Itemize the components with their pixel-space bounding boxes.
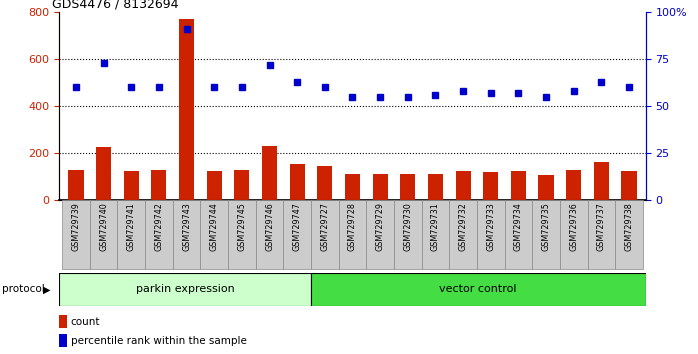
Bar xyxy=(117,200,145,269)
Text: parkin expression: parkin expression xyxy=(135,284,235,295)
Text: GSM729727: GSM729727 xyxy=(320,202,329,251)
Text: GSM729733: GSM729733 xyxy=(487,202,496,251)
Bar xyxy=(511,171,526,200)
Bar xyxy=(200,200,228,269)
Text: GSM729747: GSM729747 xyxy=(292,202,302,251)
Text: GSM729736: GSM729736 xyxy=(570,202,578,251)
Bar xyxy=(566,170,581,200)
Text: GSM729739: GSM729739 xyxy=(71,202,80,251)
Text: ▶: ▶ xyxy=(43,284,51,295)
Bar xyxy=(538,175,554,200)
Bar xyxy=(235,170,249,200)
Text: percentile rank within the sample: percentile rank within the sample xyxy=(70,336,246,346)
Text: GSM729742: GSM729742 xyxy=(154,202,163,251)
Text: GSM729737: GSM729737 xyxy=(597,202,606,251)
Bar xyxy=(422,200,450,269)
Bar xyxy=(59,334,67,347)
Bar xyxy=(151,170,167,200)
Bar xyxy=(373,174,388,200)
Bar xyxy=(505,200,533,269)
Bar xyxy=(124,171,139,200)
Text: GSM729745: GSM729745 xyxy=(237,202,246,251)
Text: GSM729746: GSM729746 xyxy=(265,202,274,251)
Bar xyxy=(594,162,609,200)
Bar xyxy=(615,200,643,269)
Bar xyxy=(59,273,311,306)
Bar xyxy=(290,164,305,200)
Bar xyxy=(560,200,588,269)
Bar xyxy=(145,200,172,269)
Text: GSM729728: GSM729728 xyxy=(348,202,357,251)
Bar xyxy=(345,174,360,200)
Text: GSM729743: GSM729743 xyxy=(182,202,191,251)
Text: GSM729731: GSM729731 xyxy=(431,202,440,251)
Bar xyxy=(283,200,311,269)
Bar xyxy=(621,171,637,200)
Text: protocol: protocol xyxy=(2,284,45,295)
Bar xyxy=(262,146,277,200)
Bar xyxy=(317,166,332,200)
Bar xyxy=(96,147,111,200)
Bar xyxy=(450,200,477,269)
Bar xyxy=(394,200,422,269)
Text: vector control: vector control xyxy=(439,284,517,295)
Bar xyxy=(428,174,443,200)
Bar xyxy=(172,200,200,269)
Bar xyxy=(59,315,67,328)
Text: GSM729732: GSM729732 xyxy=(459,202,468,251)
Bar xyxy=(533,200,560,269)
Text: GSM729730: GSM729730 xyxy=(403,202,413,251)
Bar xyxy=(311,200,339,269)
Bar xyxy=(477,200,505,269)
Bar xyxy=(90,200,117,269)
Bar xyxy=(68,170,84,200)
Bar xyxy=(207,171,222,200)
Text: GDS4476 / 8132694: GDS4476 / 8132694 xyxy=(52,0,179,11)
Text: GSM729744: GSM729744 xyxy=(209,202,218,251)
Text: GSM729735: GSM729735 xyxy=(542,202,551,251)
Text: count: count xyxy=(70,316,100,326)
Bar xyxy=(311,273,646,306)
Bar xyxy=(339,200,366,269)
Bar xyxy=(179,19,194,200)
Bar xyxy=(255,200,283,269)
Text: GSM729740: GSM729740 xyxy=(99,202,108,251)
Bar xyxy=(588,200,615,269)
Bar xyxy=(483,172,498,200)
Bar xyxy=(62,200,90,269)
Bar xyxy=(366,200,394,269)
Text: GSM729738: GSM729738 xyxy=(625,202,634,251)
Bar xyxy=(228,200,255,269)
Bar xyxy=(456,171,470,200)
Bar xyxy=(400,174,415,200)
Text: GSM729729: GSM729729 xyxy=(376,202,385,251)
Text: GSM729741: GSM729741 xyxy=(127,202,135,251)
Text: GSM729734: GSM729734 xyxy=(514,202,523,251)
